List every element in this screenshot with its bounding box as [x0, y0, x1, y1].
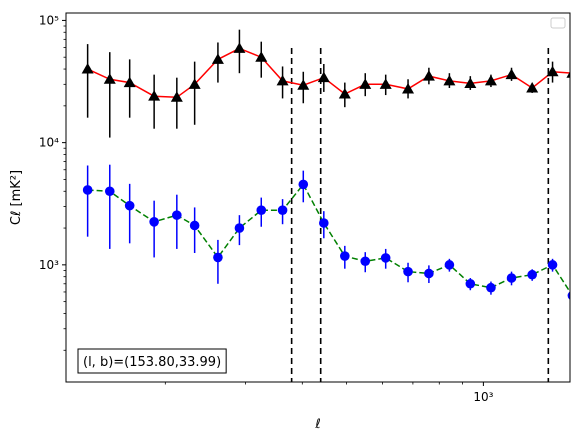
data-point-triangle — [505, 68, 518, 80]
annotation-frame — [77, 348, 227, 374]
data-point-triangle — [402, 82, 415, 94]
data-point-triangle — [233, 42, 246, 53]
data-point-triangle — [255, 51, 268, 62]
data-point-circle — [124, 200, 135, 211]
legend — [550, 17, 566, 29]
data-point-triangle — [359, 78, 372, 89]
data-point-triangle — [317, 71, 330, 83]
data-point-circle — [149, 217, 159, 227]
series-2-line — [87, 183, 570, 294]
data-markers — [81, 42, 570, 300]
axis-ticks: 10³ 10³ 10⁴ 10⁵ — [39, 13, 494, 404]
data-point-circle — [172, 210, 182, 220]
data-point-circle — [360, 256, 371, 267]
data-point-triangle — [188, 78, 201, 89]
data-point-circle — [380, 253, 391, 263]
data-point-triangle — [566, 71, 570, 78]
data-point-triangle — [81, 63, 94, 74]
data-point-circle — [104, 186, 115, 197]
data-point-circle — [82, 185, 93, 195]
data-point-triangle — [170, 91, 183, 102]
data-point-circle — [234, 223, 245, 233]
plot-frame — [65, 12, 571, 383]
y-tick-label: 10⁵ — [39, 13, 59, 27]
series-1-line — [87, 47, 570, 99]
x-axis-label: ℓ — [314, 417, 320, 432]
data-point-triangle — [464, 77, 477, 88]
annotation-box: (l, b)=(153.80,33.99) — [77, 348, 227, 374]
error-bars — [86, 29, 554, 295]
vertical-reference-lines — [290, 48, 550, 382]
x-tick-label: 10³ — [473, 390, 493, 404]
data-point-triangle — [443, 74, 456, 86]
series-lines — [87, 47, 570, 294]
legend-frame — [550, 17, 566, 29]
data-point-triangle — [484, 74, 497, 86]
data-point-triangle — [546, 65, 559, 77]
data-point-circle — [506, 273, 517, 283]
data-point-circle — [567, 291, 570, 300]
data-point-triangle — [148, 90, 161, 101]
data-point-triangle — [103, 73, 116, 84]
data-point-circle — [465, 278, 476, 289]
y-axis-label: Cℓ [mK²] — [9, 170, 24, 225]
data-point-triangle — [379, 78, 392, 89]
data-point-circle — [444, 260, 455, 270]
data-point-circle — [277, 205, 288, 215]
data-point-circle — [547, 260, 558, 270]
data-point-triangle — [211, 53, 224, 64]
y-tick-label: 10³ — [39, 258, 59, 272]
data-point-triangle — [297, 79, 310, 90]
data-point-circle — [256, 205, 267, 215]
data-point-circle — [298, 179, 309, 190]
data-point-circle — [486, 282, 496, 293]
data-point-triangle — [276, 74, 289, 86]
data-point-circle — [403, 266, 413, 277]
data-point-circle — [213, 252, 223, 263]
data-point-circle — [340, 251, 350, 261]
data-point-circle — [189, 220, 200, 231]
data-point-triangle — [338, 87, 351, 99]
data-point-circle — [319, 218, 329, 228]
data-point-circle — [424, 268, 434, 279]
annotation-text: (l, b)=(153.80,33.99) — [83, 355, 221, 370]
y-tick-label: 10⁴ — [39, 136, 59, 150]
data-point-triangle — [526, 81, 539, 93]
data-point-triangle — [123, 76, 136, 88]
data-point-triangle — [422, 70, 435, 81]
data-point-circle — [527, 269, 537, 280]
